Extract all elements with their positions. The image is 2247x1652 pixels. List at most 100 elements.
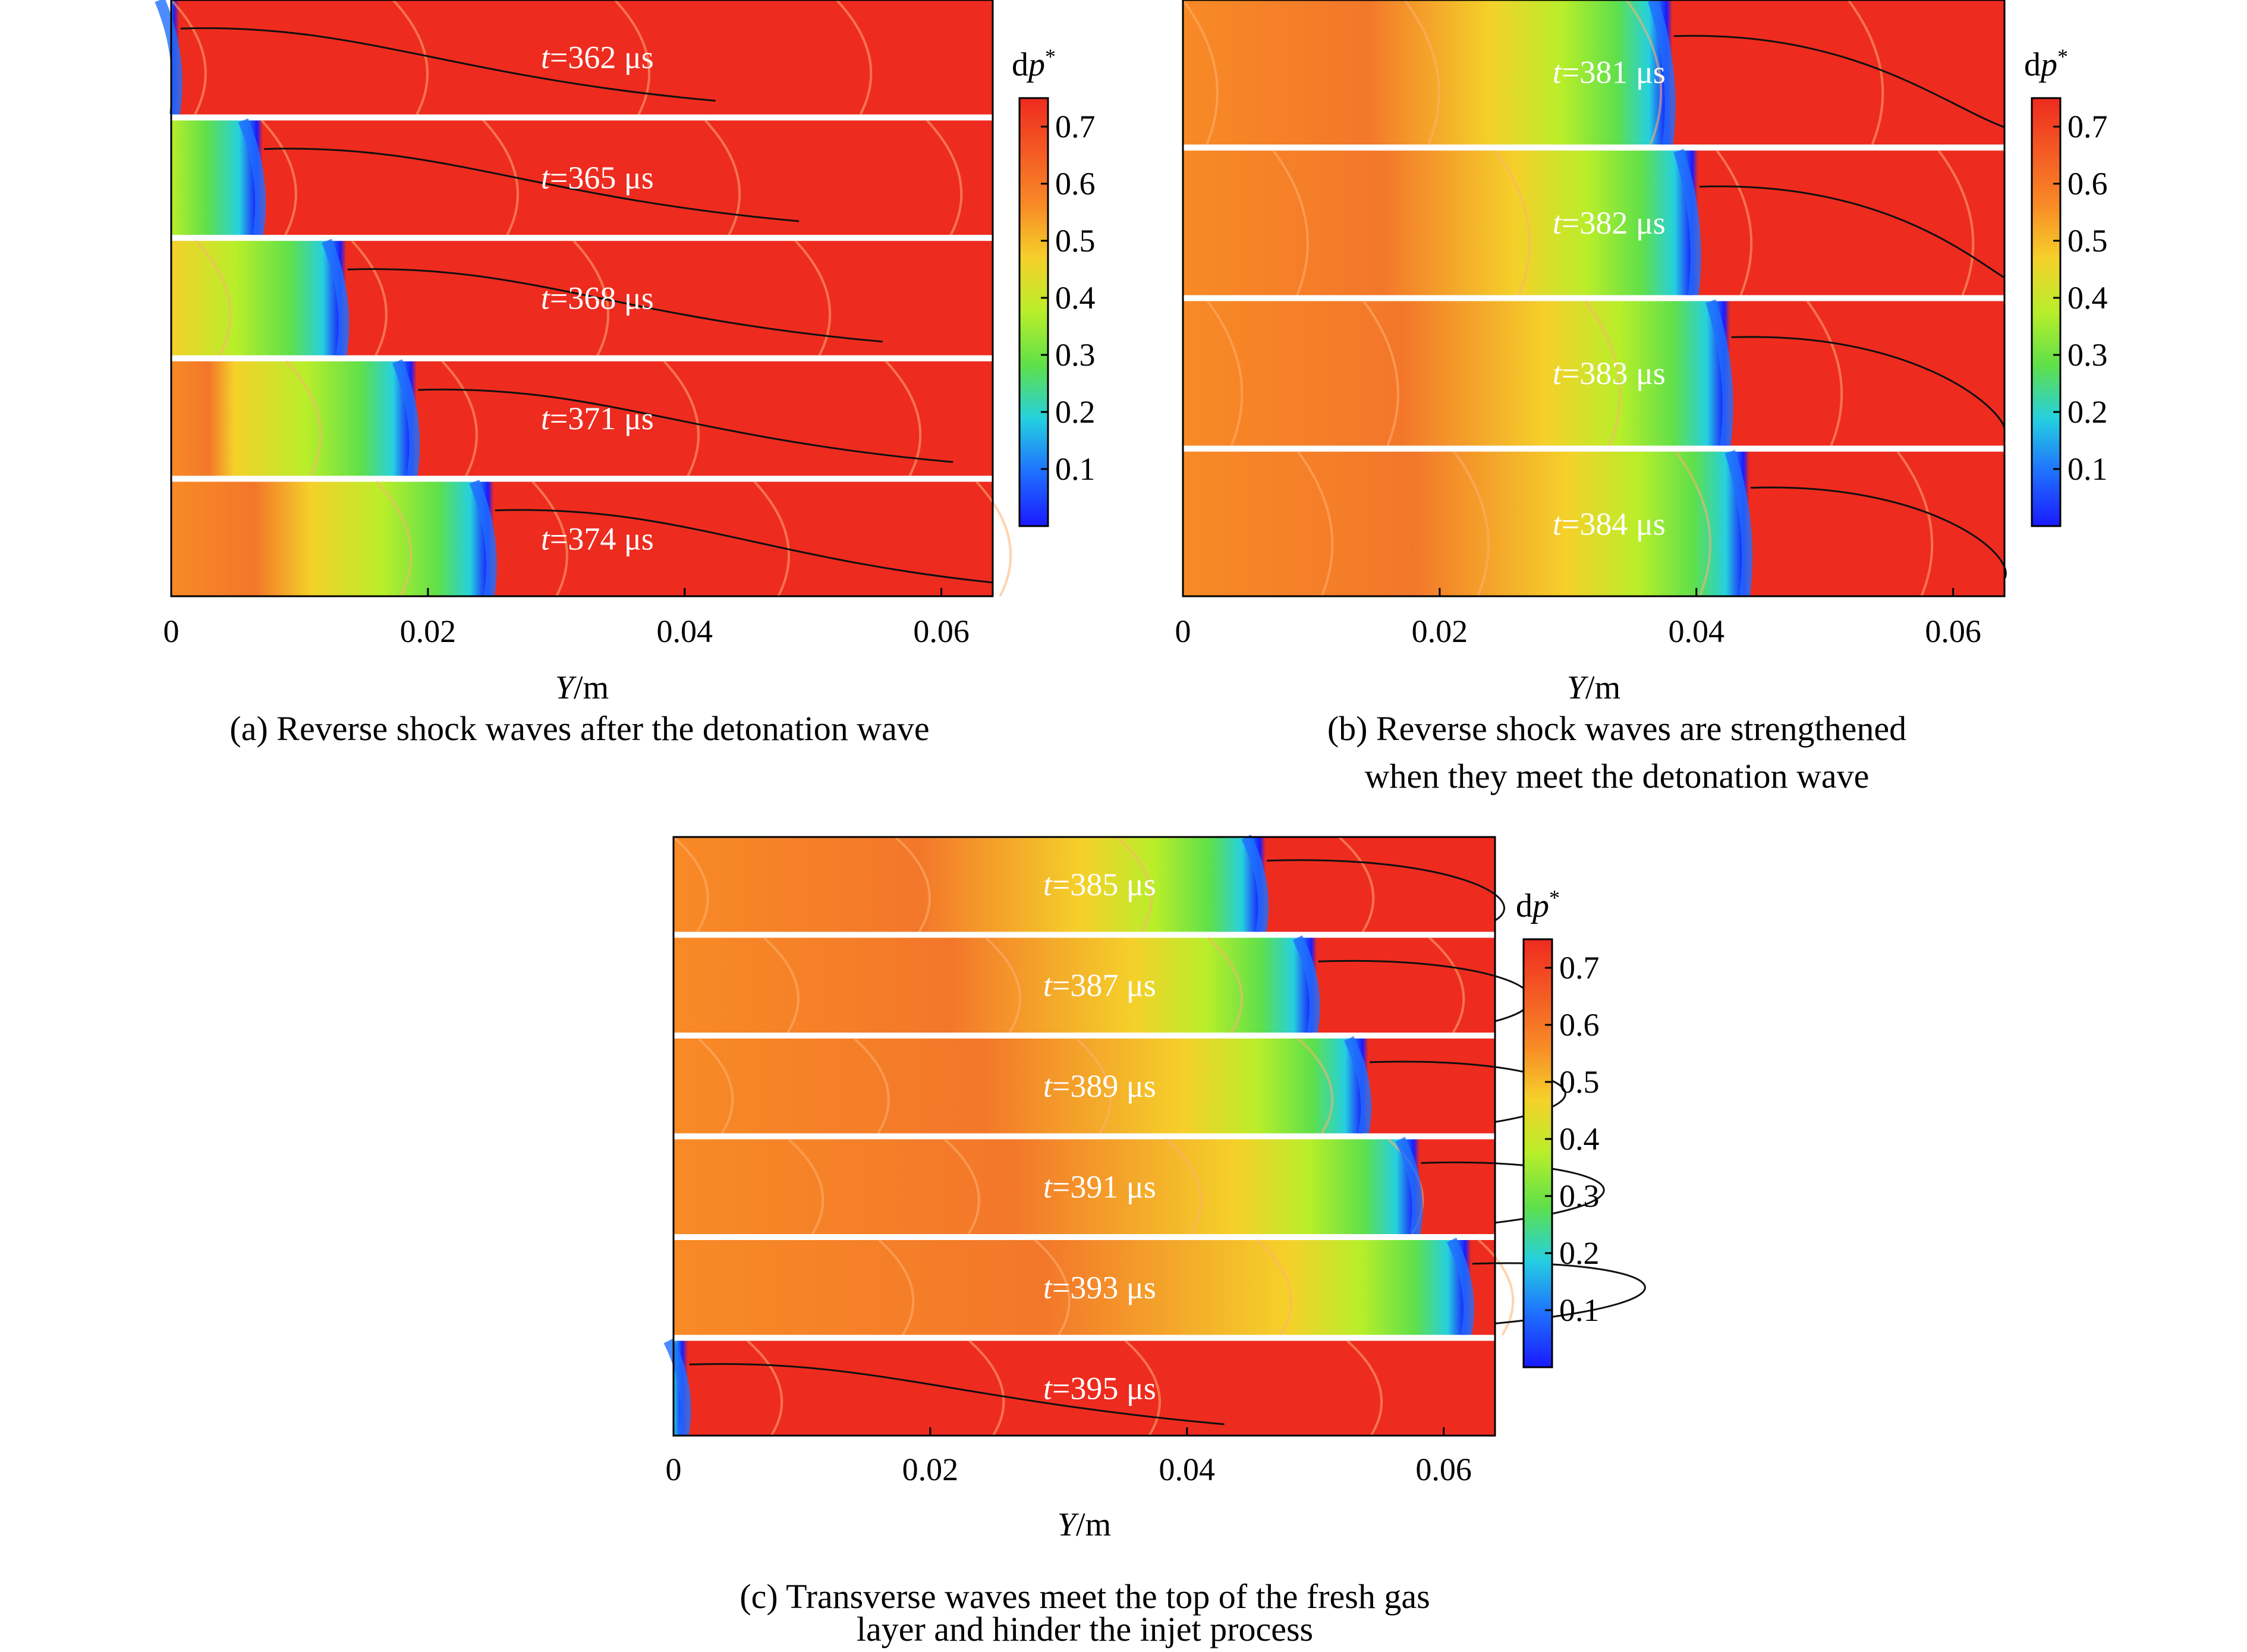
strip-separator (171, 114, 993, 121)
pressure-field (171, 0, 993, 115)
time-label: t=382 μs (1553, 205, 1666, 241)
strip-separator (674, 1234, 1495, 1240)
shock-line (1075, 1037, 1112, 1134)
x-tick-label: 0.06 (1925, 613, 1981, 649)
text-part: =387 μs (1052, 967, 1156, 1003)
time-label: t=365 μs (541, 160, 654, 196)
field-strip: t=393 μs (674, 1237, 1646, 1336)
shock-line (441, 360, 478, 477)
contact-line (1421, 1161, 1605, 1224)
contact-line (180, 27, 716, 102)
colorbar-tick-label: 0.2 (1559, 1235, 1600, 1271)
shock-line (1625, 0, 1663, 146)
field-strip: t=389 μs (674, 1036, 1566, 1135)
text-part: Y (1058, 1506, 1080, 1543)
field-strip: t=368 μs (171, 238, 993, 357)
text-part: p (2038, 46, 2057, 83)
shock-line (975, 481, 1012, 597)
field-strip: t=362 μs (155, 0, 993, 115)
shock-line (1338, 836, 1375, 933)
text-part: t (1043, 867, 1053, 902)
text-part: p (1530, 888, 1549, 924)
pressure-field (1183, 0, 2004, 145)
shock-line (984, 937, 1021, 1034)
shock-line (1272, 150, 1309, 296)
shock-line (1034, 1239, 1071, 1336)
field-strip: t=384 μs (1183, 449, 2007, 597)
pressure-field (171, 241, 993, 355)
shock-line (1362, 300, 1399, 446)
pressure-field (1183, 451, 2004, 596)
text-part: =374 μs (550, 521, 654, 557)
colorbar: dp* 0.7 0.6 0.5 0.4 0.3 0.2 0.1 (2024, 45, 2108, 527)
shock-line (1847, 0, 1884, 146)
time-label: t=383 μs (1553, 355, 1666, 391)
pressure-field (171, 361, 993, 476)
contact-line (1267, 859, 1505, 921)
strip-separator (1183, 445, 2004, 452)
text-part: Y (555, 669, 577, 706)
text-part: =368 μs (550, 281, 654, 316)
panel-c: t=385 μst=387 μst=389 μst=391 μst=393 μs… (663, 834, 1646, 1648)
text-part: =362 μs (550, 39, 654, 75)
shock-line (885, 360, 922, 477)
shock-line (663, 360, 700, 477)
shock-line (1584, 300, 1622, 446)
strip-separator (674, 1033, 1495, 1039)
x-axis-label: Y/m (1567, 669, 1620, 706)
text-part: t (1043, 1270, 1053, 1305)
detonation-front (1344, 1036, 1372, 1135)
panel-caption: (b) Reverse shock waves are strengthened (1327, 709, 1906, 748)
colorbar-tick-label: 0.3 (2067, 337, 2108, 373)
pressure-field (674, 937, 1495, 1033)
text-part: =365 μs (550, 160, 654, 196)
detonation-front (392, 359, 420, 477)
shock-line (531, 481, 568, 597)
time-label: t=374 μs (541, 521, 654, 557)
pressure-field (674, 1341, 1495, 1436)
time-label: t=395 μs (1043, 1370, 1156, 1406)
time-label: t=362 μs (541, 39, 654, 75)
contact-line (1673, 34, 2005, 128)
text-part: =385 μs (1052, 867, 1156, 902)
colorbar-scale (1522, 938, 1553, 1368)
shock-line (1255, 1239, 1292, 1336)
strip-separator (171, 235, 993, 241)
text-part: t (1553, 55, 1563, 90)
time-label: t=381 μs (1553, 55, 1666, 90)
colorbar-tick-label: 0.3 (1559, 1178, 1600, 1214)
colorbar-tick-label: 0.7 (1055, 109, 1096, 144)
pressure-field (674, 1240, 1495, 1335)
panel-b: t=381 μst=382 μst=383 μst=384 μs0 0.02 0.0… (1175, 0, 2108, 795)
text-part: t (541, 521, 551, 557)
pressure-field (674, 837, 1495, 932)
text-part: =395 μs (1052, 1370, 1156, 1406)
shock-line (1494, 150, 1531, 296)
colorbar-tick-label: 0.6 (2067, 166, 2108, 202)
text-part: =393 μs (1052, 1270, 1156, 1305)
shock-line (672, 836, 709, 933)
field-strip: t=374 μs (171, 479, 1012, 597)
shock-line (260, 119, 297, 236)
colorbar-tick-label: 0.1 (1559, 1292, 1600, 1328)
shock-line (943, 1138, 980, 1235)
panel-caption: layer and hinder the injet process (857, 1610, 1313, 1648)
shock-line (1165, 1138, 1202, 1235)
shock-line (1716, 150, 1753, 296)
x-tick-label: 0.06 (913, 613, 970, 649)
strip-separator (674, 932, 1495, 938)
shock-line (1453, 451, 1490, 597)
shock-line (704, 119, 741, 236)
pressure-field (171, 482, 993, 596)
strip-separator (171, 476, 993, 482)
field-strip: t=391 μs (674, 1137, 1605, 1235)
x-tick-label: 0.02 (400, 613, 457, 649)
field-strip: t=381 μs (1182, 0, 2005, 146)
text-part: =389 μs (1052, 1068, 1156, 1104)
pressure-field (1183, 301, 2004, 446)
pressure-field (674, 1139, 1495, 1234)
shock-line (351, 240, 388, 356)
detonation-front (1446, 1237, 1474, 1336)
shock-line (878, 1239, 915, 1336)
